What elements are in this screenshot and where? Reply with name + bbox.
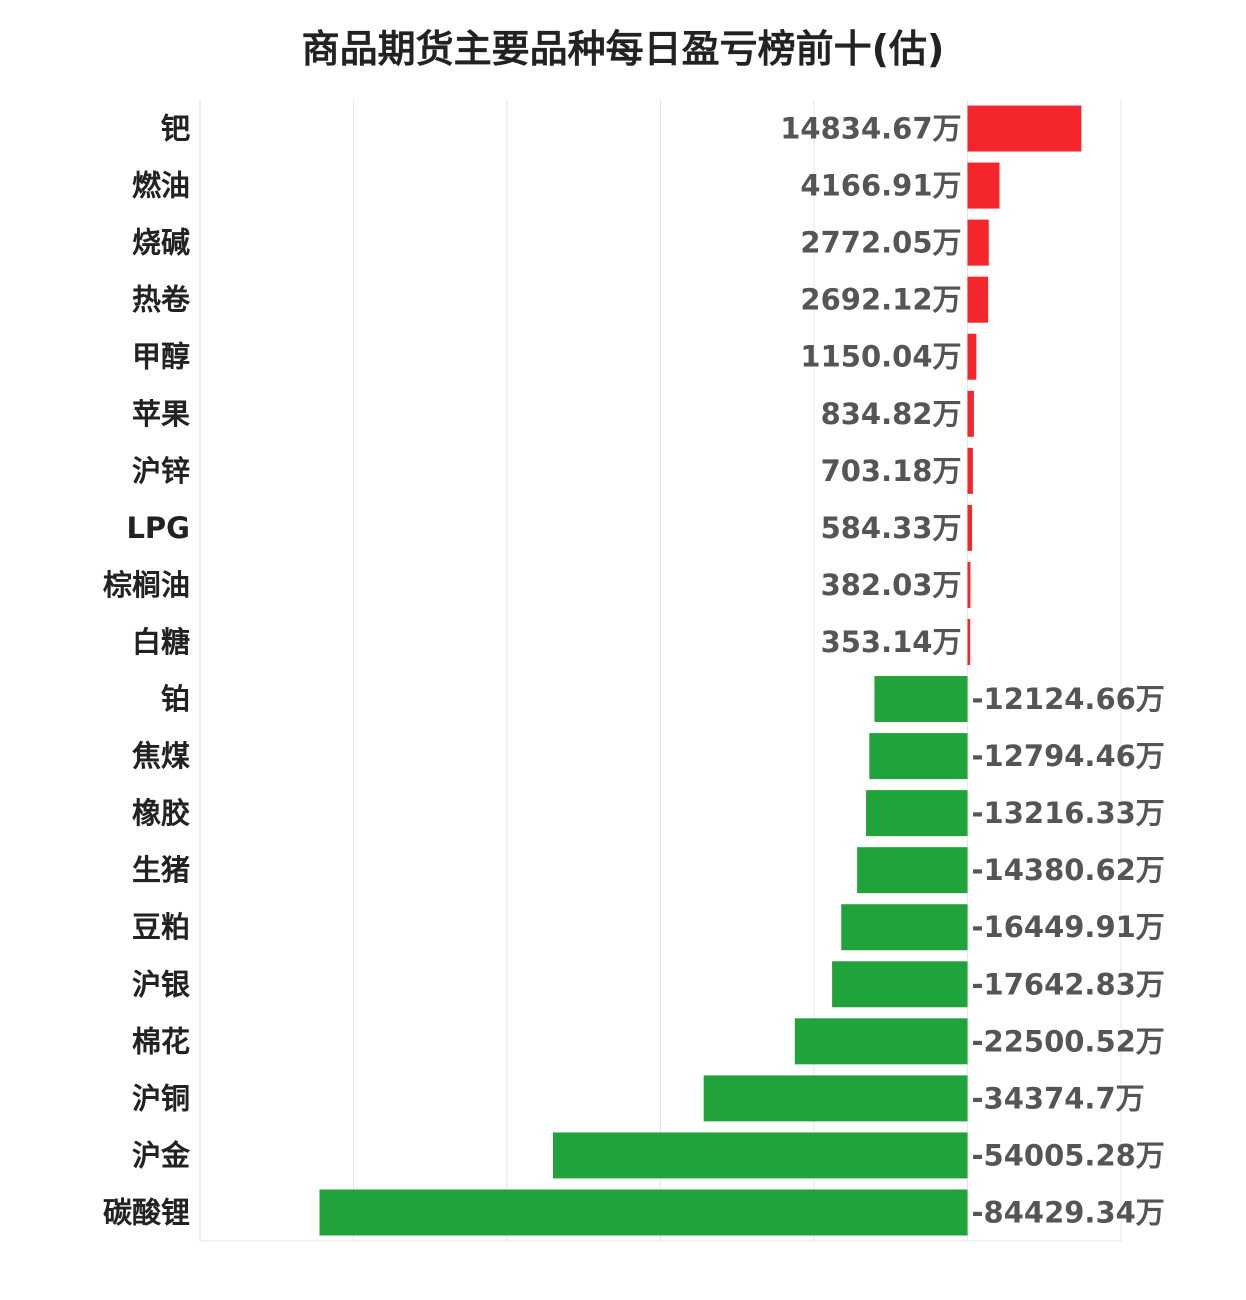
bar <box>967 162 1000 209</box>
bar <box>874 676 968 723</box>
bar <box>866 790 968 837</box>
value-label: 382.03万 <box>821 568 962 602</box>
value-label: -16449.91万 <box>972 910 1165 944</box>
category-label: 碳酸锂 <box>103 1195 190 1229</box>
category-label: 生猪 <box>132 853 190 887</box>
bar <box>841 904 968 951</box>
value-label: -22500.52万 <box>972 1024 1165 1058</box>
category-label: 钯 <box>161 112 190 146</box>
category-label: 燃油 <box>132 169 190 203</box>
bar <box>967 618 971 665</box>
value-label: -12794.46万 <box>972 739 1165 773</box>
chart-title: 商品期货主要品种每日盈亏榜前十(估) <box>301 27 945 71</box>
bar <box>967 333 977 380</box>
category-label: 棕榈油 <box>103 568 190 602</box>
bar <box>967 447 973 494</box>
category-label: 沪铜 <box>132 1081 190 1115</box>
value-label: 4166.91万 <box>800 169 961 203</box>
value-label: -14380.62万 <box>972 853 1165 887</box>
bar <box>967 561 971 608</box>
bar <box>869 733 968 780</box>
category-label: 棉花 <box>132 1024 190 1058</box>
bar <box>794 1018 968 1065</box>
bar <box>967 390 974 437</box>
value-label: 703.18万 <box>821 454 962 488</box>
category-label: 沪银 <box>132 967 190 1001</box>
value-label: 584.33万 <box>821 511 962 545</box>
value-label: -34374.7万 <box>972 1081 1145 1115</box>
value-label: 14834.67万 <box>780 112 961 146</box>
value-label: -54005.28万 <box>972 1138 1165 1172</box>
category-label: 甲醇 <box>132 340 190 374</box>
category-label: 烧碱 <box>132 226 190 260</box>
category-label: 沪金 <box>132 1138 191 1172</box>
value-label: -13216.33万 <box>972 796 1165 830</box>
bar <box>857 847 968 894</box>
category-label: 豆粕 <box>132 910 190 944</box>
value-label: 834.82万 <box>821 397 962 431</box>
category-label: 焦煤 <box>132 739 190 773</box>
value-label: 2692.12万 <box>800 283 961 317</box>
bar <box>967 105 1082 152</box>
bar <box>319 1189 968 1236</box>
bar <box>832 961 968 1008</box>
bar <box>967 504 972 551</box>
category-label: 白糖 <box>132 625 190 659</box>
bar <box>703 1075 968 1122</box>
category-label: LPG <box>126 511 190 545</box>
value-label: -84429.34万 <box>972 1195 1165 1229</box>
category-label: 热卷 <box>132 283 191 317</box>
value-label: 353.14万 <box>821 625 962 659</box>
category-label: 橡胶 <box>132 796 190 830</box>
value-label: -12124.66万 <box>972 682 1165 716</box>
category-label: 苹果 <box>132 397 190 431</box>
value-label: -17642.83万 <box>972 967 1165 1001</box>
bar <box>967 219 989 266</box>
category-label: 铂 <box>161 682 190 716</box>
value-label: 1150.04万 <box>800 340 961 374</box>
bar <box>553 1132 968 1179</box>
value-label: 2772.05万 <box>800 226 961 260</box>
bar <box>967 276 989 323</box>
category-label: 沪锌 <box>132 454 190 488</box>
